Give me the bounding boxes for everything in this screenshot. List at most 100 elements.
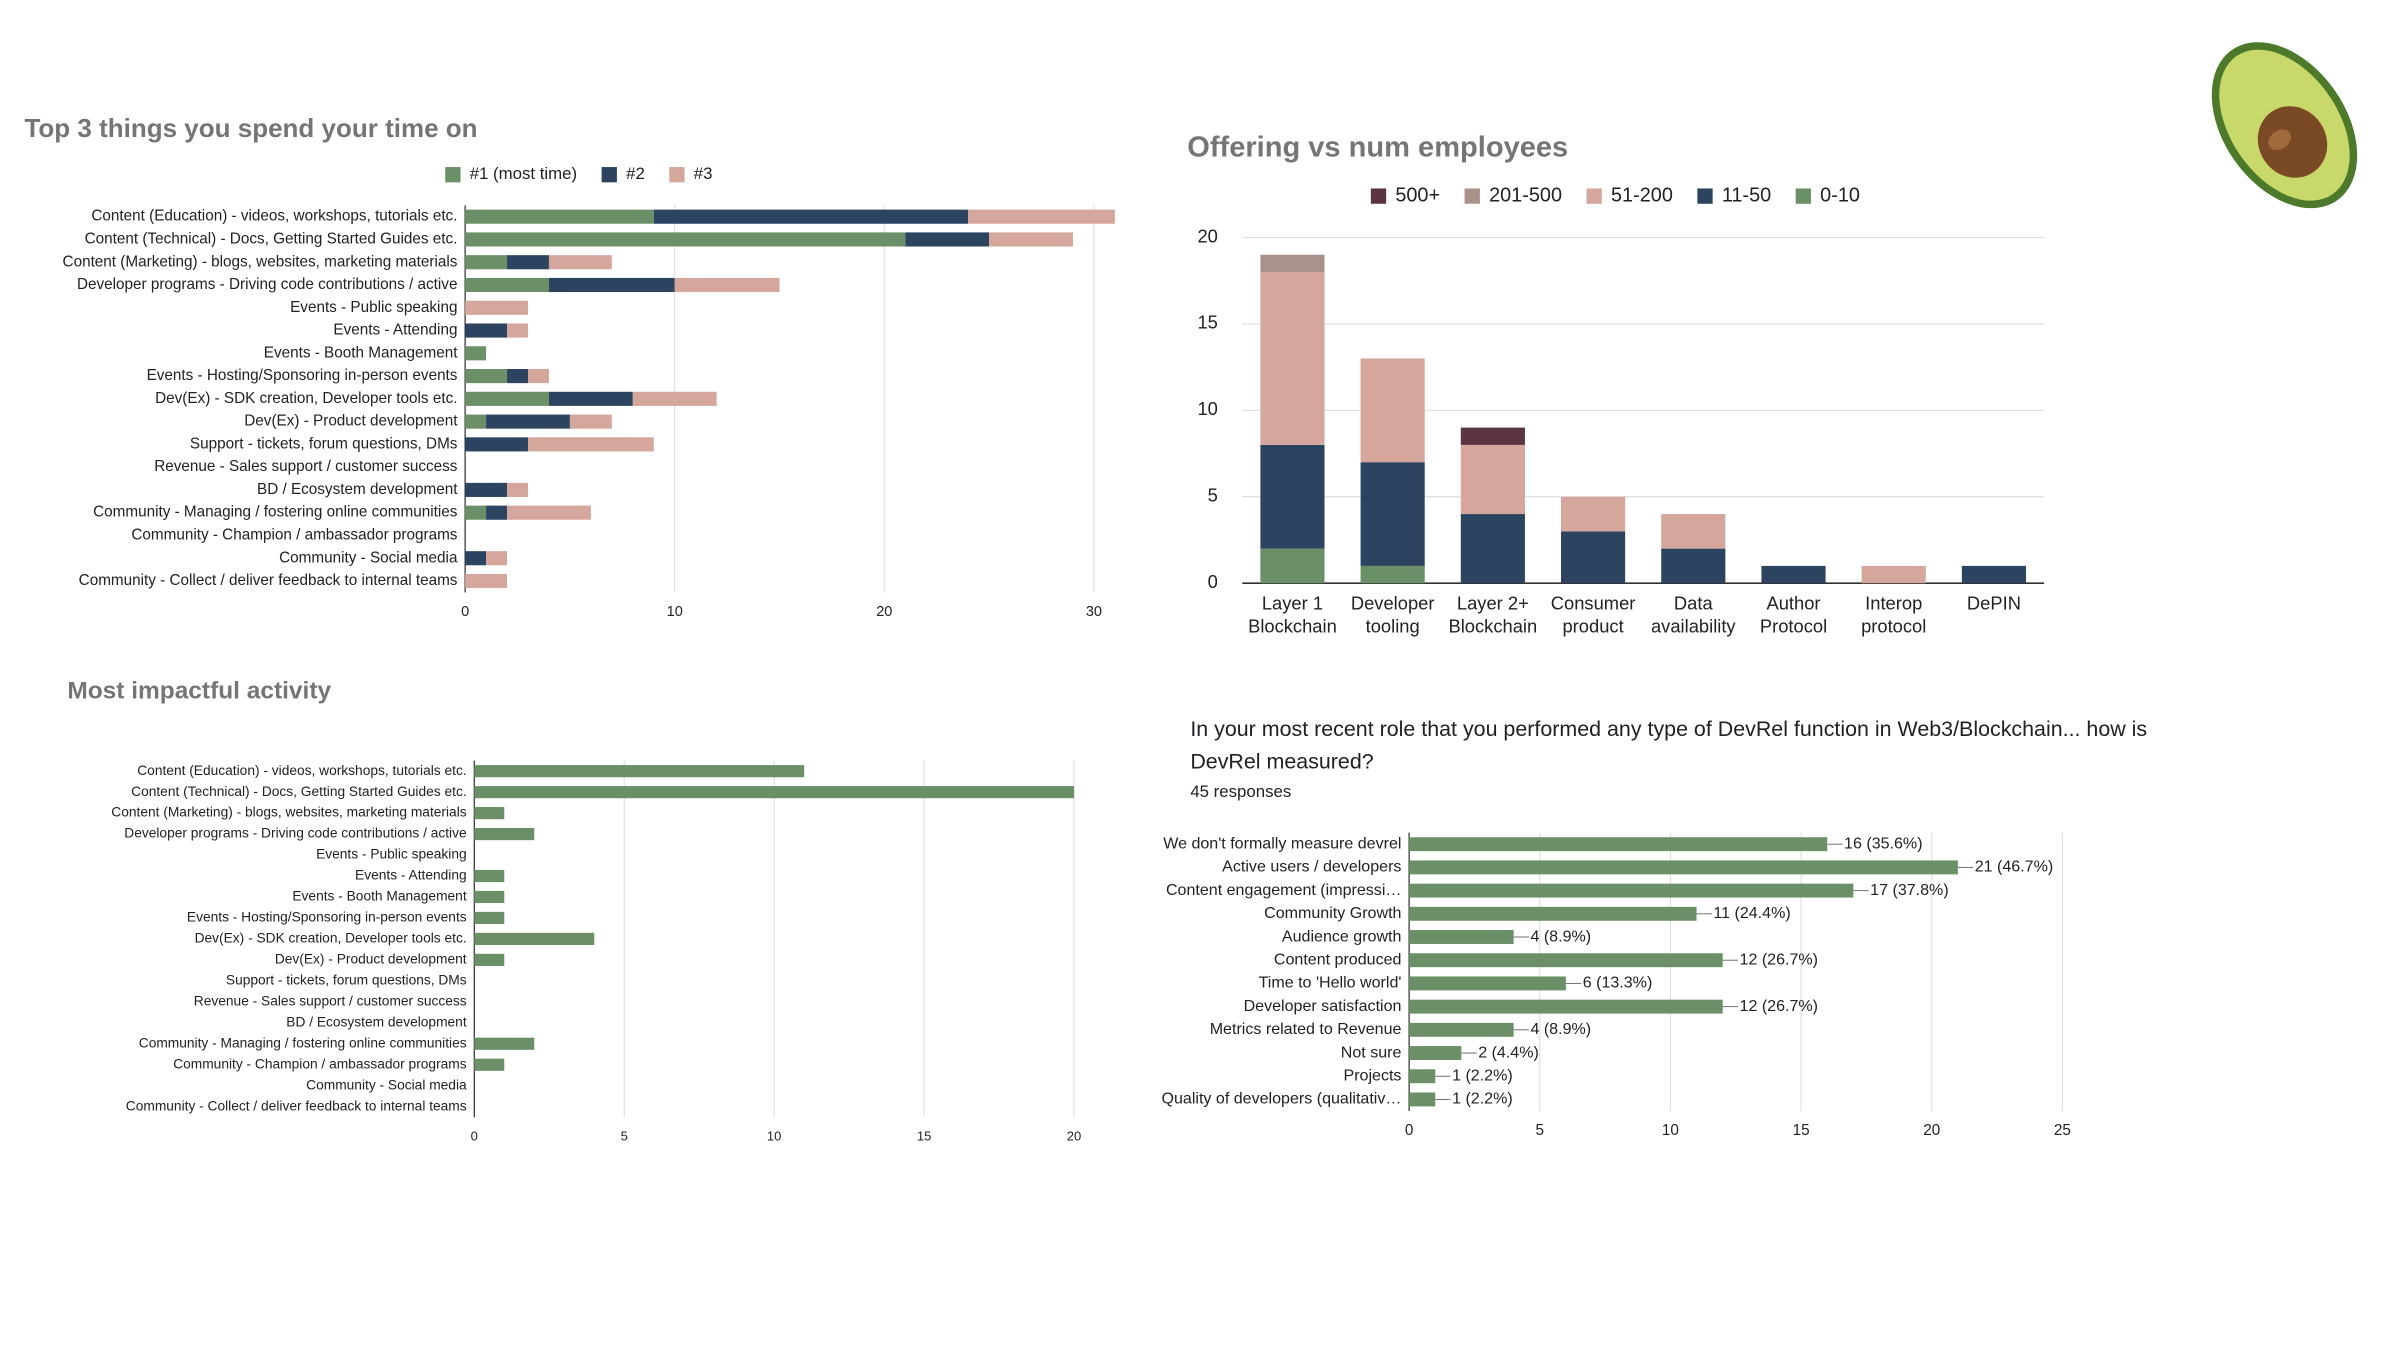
legend-label: 0-10 [1820,184,1860,206]
bar-segment [486,414,570,429]
y-tick-label: BD / Ecosystem development [286,1014,467,1029]
x-tick-label-line: Developer [1351,592,1435,613]
y-tick-label: Dev(Ex) - SDK creation, Developer tools … [155,390,457,407]
x-tick-label: DePIN [1967,592,2021,613]
chart-title: Top 3 things you spend your time on [24,113,477,143]
y-tick-label: Community - Managing / fostering online … [93,504,458,521]
bar-segment [465,573,508,589]
x-tick-label: 5 [621,1128,628,1143]
y-tick-label: 10 [1197,398,1217,419]
legend-swatch [1697,188,1713,204]
y-tick-label: Events - Booth Management [264,344,458,361]
legend-label: #1 (most time) [470,164,577,183]
bar-segment [507,255,549,270]
y-tick-label: Content (Technical) - Docs, Getting Star… [85,230,458,247]
x-tick-label: 30 [1086,604,1102,620]
bar-segment [569,414,612,429]
y-tick-label: Active users / developers [1222,858,1401,876]
x-tick-label: 15 [917,1128,931,1143]
x-tick-label-line: Author [1766,592,1820,613]
bar [474,890,505,904]
bar [474,827,535,841]
y-tick-label: Projects [1343,1066,1401,1084]
bar-segment [1661,548,1726,584]
bar-segment [507,505,591,520]
bar-segment [527,437,654,452]
x-tick-label: Consumer product [1551,592,1636,636]
y-tick-label: Content (Education) - videos, workshops,… [137,763,466,778]
legend-label: #3 [694,164,713,183]
bar [474,765,805,778]
bar-segment [1460,514,1525,584]
y-tick-label: Revenue - Sales support / customer succe… [194,993,467,1008]
y-tick-label: Content (Technical) - Docs, Getting Star… [131,784,467,799]
bar-segment [465,209,654,224]
x-tick-label: Data availability [1651,592,1736,636]
x-tick-label: Layer 1 Blockchain [1248,592,1337,636]
bar-segment [465,323,508,338]
x-tick-label-line: product [1562,615,1623,636]
bar-segment [968,209,1115,224]
bar-segment [1260,254,1325,273]
x-tick-label-line: Consumer [1551,592,1636,613]
x-tick-label: 20 [1067,1128,1081,1143]
legend-swatch [1586,188,1602,204]
x-tick-label-line: Blockchain [1248,615,1337,636]
question-box: In your most recent role that you perfor… [1190,716,2148,773]
bar-segment [465,505,487,520]
x-tick-label: 20 [876,604,892,620]
bar-segment [507,369,528,384]
chart-title: Offering vs num employees [1187,131,1568,163]
x-tick-label-line: Data [1674,592,1714,613]
bar-segment [465,551,487,566]
legend-swatch [601,167,617,183]
bar [474,932,595,946]
y-tick-label: Time to 'Hello world' [1259,974,1402,992]
legend-swatch [445,167,461,183]
bar-segment [653,209,969,224]
x-tick-label: 5 [1536,1122,1545,1139]
bar-segment [486,505,508,520]
bar [474,1058,505,1071]
y-tick-label: Audience growth [1282,927,1402,945]
y-tick-label: Events - Booth Management [292,889,466,904]
chart-title: In your most recent role that you perfor… [1190,716,2148,773]
bar-segment [465,277,549,293]
y-tick-label: Dev(Ex) - SDK creation, Developer tools … [195,931,467,946]
bar-segment [989,232,1073,247]
y-tick-label: Community - Managing / fostering online … [139,1035,467,1050]
y-tick-label: Support - tickets, forum questions, DMs [190,435,458,452]
legend-label: 500+ [1395,184,1440,206]
value-label: 2 (4.4%) [1478,1043,1539,1061]
bar-segment [632,391,717,406]
bar-segment [465,346,487,361]
y-tick-label: Not sure [1341,1043,1402,1061]
x-tick-label: 10 [767,1128,781,1143]
avocado-shine [2268,129,2292,151]
bar-segment [548,391,633,406]
bar-segment [1661,514,1726,549]
value-label: 12 (26.7%) [1740,950,1819,968]
y-tick-label: Developer programs - Driving code contri… [77,276,458,293]
bar-segment [1260,272,1325,445]
bar [474,786,1075,799]
value-label: 4 (8.9%) [1530,1020,1591,1038]
x-tick-label: 0 [461,604,469,620]
x-tick-label-line: availability [1651,615,1736,636]
legend-swatch [1464,188,1480,204]
value-label: 12 (26.7%) [1740,997,1819,1015]
y-tick-label: Community - Champion / ambassador progra… [173,1056,467,1071]
legend-label: #2 [626,164,645,183]
x-tick-label-line: tooling [1366,615,1420,636]
bar-segment [548,277,675,293]
bar-segment [905,232,990,247]
bar-segment [548,255,612,270]
bar-segment [1460,427,1525,445]
legend-swatch [669,167,685,183]
x-tick-label-line: Protocol [1760,615,1827,636]
bar-segment [1561,496,1626,532]
value-label: 6 (13.3%) [1583,974,1653,992]
bar-segment [1460,444,1525,515]
value-label: 21 (46.7%) [1975,858,2054,876]
